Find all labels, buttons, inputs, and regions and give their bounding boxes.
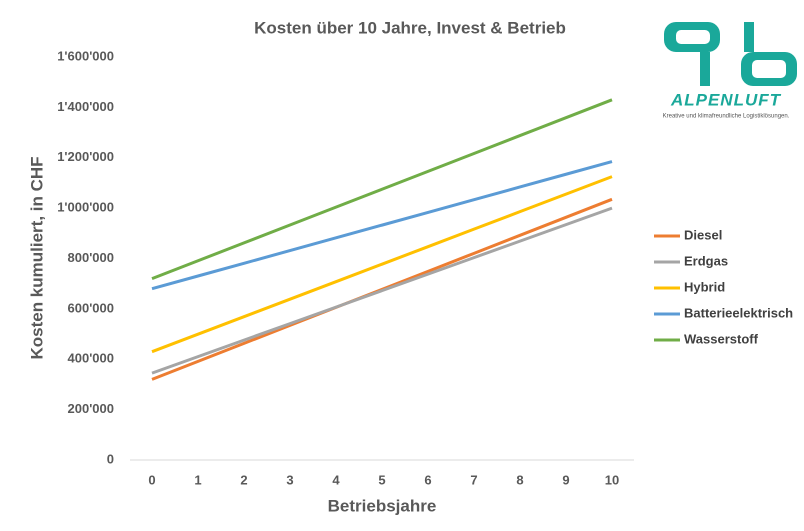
x-tick-label: 1: [194, 472, 201, 487]
y-tick-label: 0: [107, 451, 114, 466]
logo-shape: [700, 52, 710, 86]
logo-name: ALPENLUFT: [670, 90, 782, 109]
logo-shape: [744, 22, 754, 52]
x-tick-label: 0: [148, 472, 155, 487]
y-tick-label: 200'000: [68, 401, 114, 416]
logo-tagline: Kreative und klimafreundliche Logistiklö…: [663, 114, 790, 120]
x-tick-label: 9: [562, 472, 569, 487]
series-line: [151, 160, 613, 291]
y-tick-label: 1'200'000: [57, 149, 114, 164]
y-tick-label: 400'000: [68, 351, 114, 366]
x-tick-label: 5: [378, 472, 385, 487]
logo-shape: [752, 60, 786, 78]
x-axis-label: Betriebsjahre: [328, 496, 437, 515]
chart-title: Kosten über 10 Jahre, Invest & Betrieb: [254, 18, 566, 37]
x-tick-label: 4: [332, 472, 340, 487]
y-tick-label: 1'600'000: [57, 48, 114, 63]
series-line: [151, 175, 613, 354]
x-tick-label: 8: [516, 472, 523, 487]
series-line: [151, 206, 613, 375]
legend-label: Erdgas: [684, 253, 728, 268]
series-line: [151, 98, 613, 281]
legend-label: Batterieelektrisch: [684, 305, 793, 320]
x-tick-label: 2: [240, 472, 247, 487]
y-tick-label: 800'000: [68, 250, 114, 265]
x-tick-label: 7: [470, 472, 477, 487]
y-tick-label: 600'000: [68, 300, 114, 315]
legend-label: Diesel: [684, 227, 722, 242]
x-tick-label: 6: [424, 472, 431, 487]
y-axis-label: Kosten kumuliert, in CHF: [27, 156, 46, 359]
y-tick-label: 1'000'000: [57, 200, 114, 215]
y-tick-label: 1'400'000: [57, 99, 114, 114]
legend-label: Wasserstoff: [684, 331, 759, 346]
logo: ALPENLUFT Kreative und klimafreundliche …: [663, 22, 797, 120]
x-tick-label: 10: [605, 472, 619, 487]
logo-shape: [676, 30, 710, 44]
x-tick-label: 3: [286, 472, 293, 487]
legend-label: Hybrid: [684, 279, 725, 294]
